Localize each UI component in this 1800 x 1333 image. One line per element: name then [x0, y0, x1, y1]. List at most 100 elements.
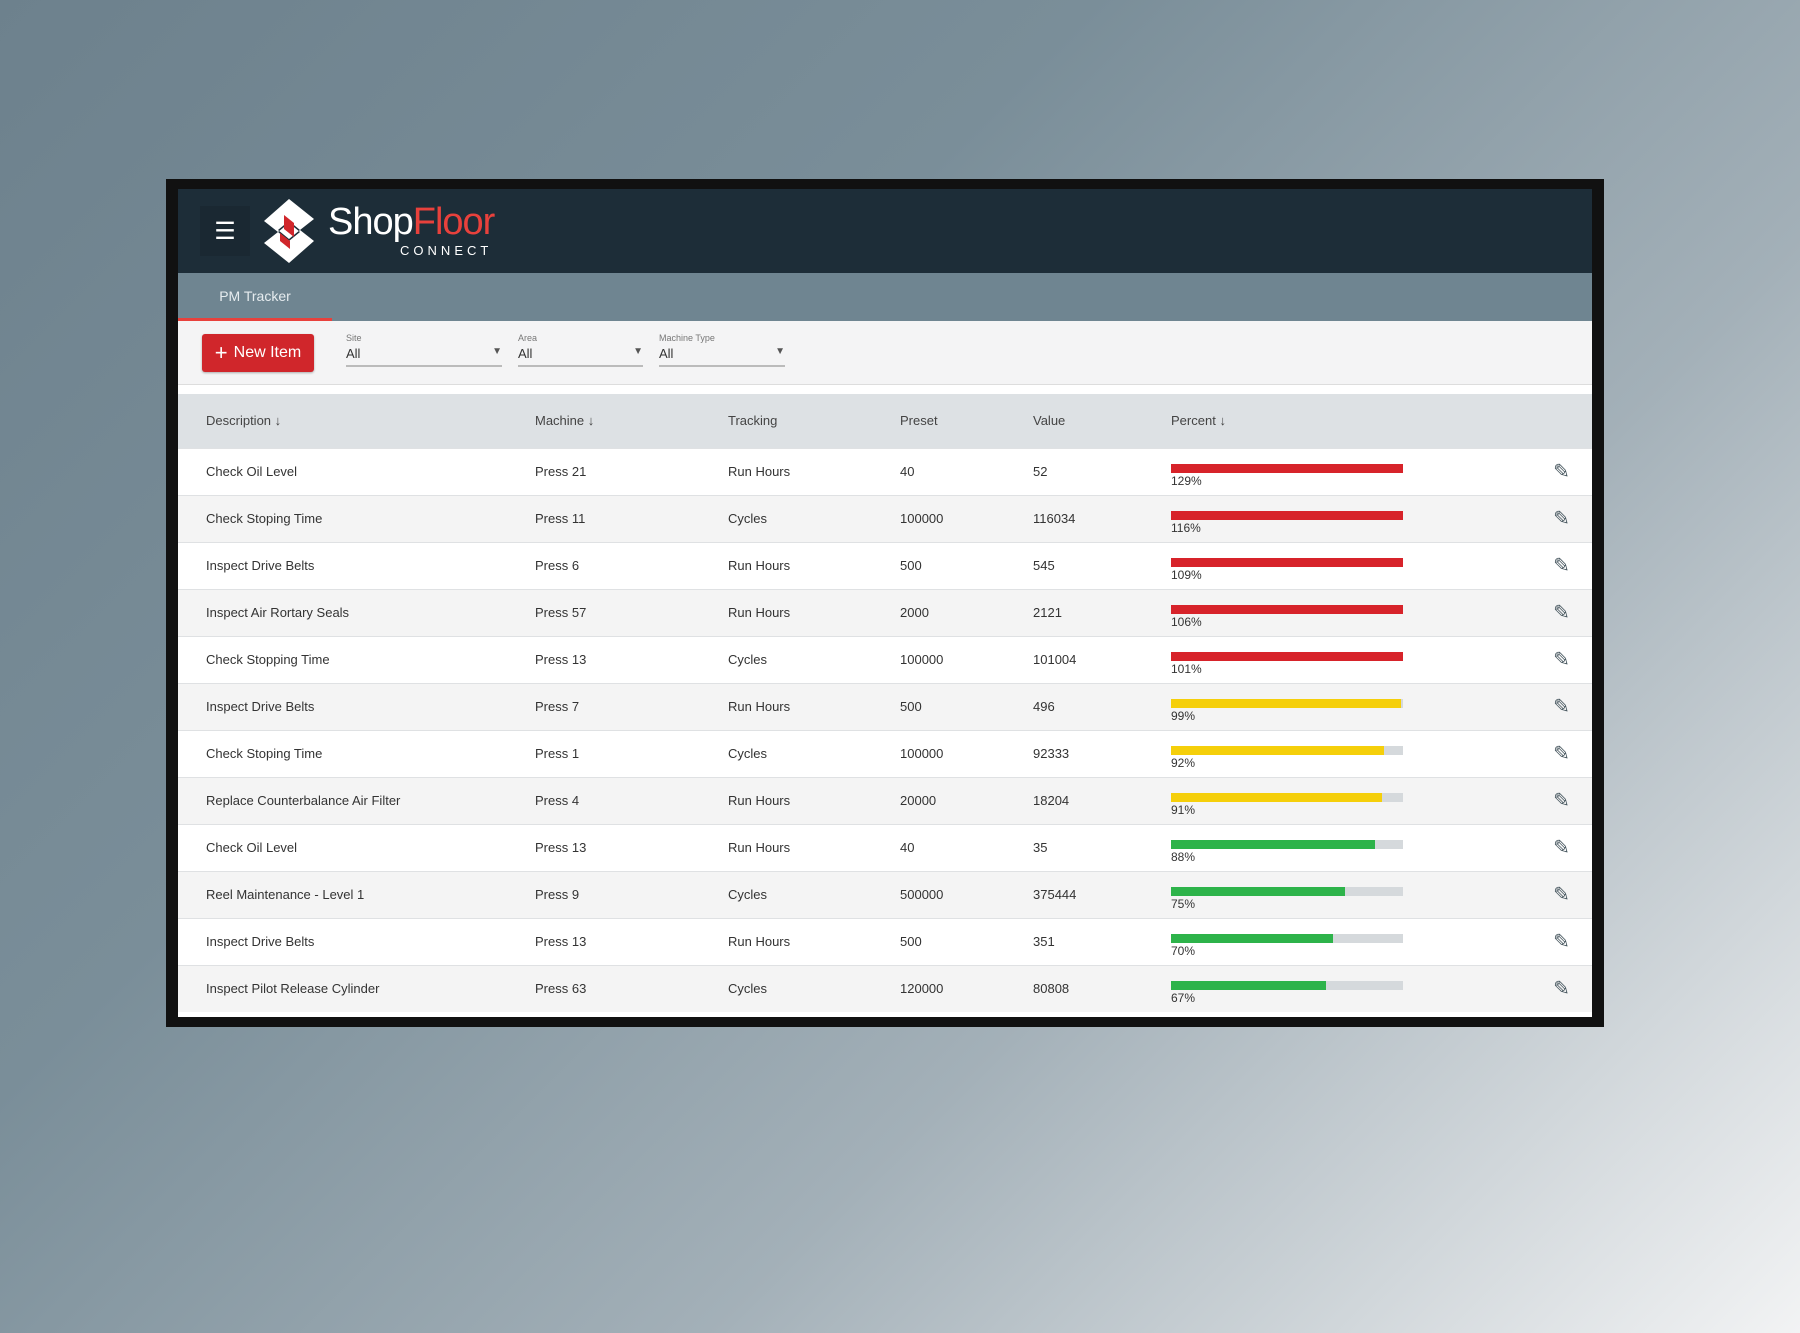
cell-percent: 70%: [1171, 918, 1531, 965]
table-row[interactable]: Check Stopping Time Press 13 Cycles 1000…: [178, 636, 1592, 683]
cell-value: 375444: [1033, 887, 1077, 902]
cell-percent: 116%: [1171, 495, 1531, 542]
col-description[interactable]: Description ↓: [206, 413, 282, 429]
plus-icon: +: [214, 339, 228, 365]
cell-description: Check Oil Level: [206, 840, 298, 855]
table-row[interactable]: Reel Maintenance - Level 1 Press 9 Cycle…: [178, 871, 1592, 918]
cell-description: Inspect Pilot Release Cylinder: [206, 981, 380, 997]
sort-arrow-icon: ↓: [587, 413, 595, 429]
edit-pencil-icon[interactable]: ✎: [1553, 743, 1570, 765]
edit-pencil-icon[interactable]: ✎: [1553, 461, 1570, 483]
table-row[interactable]: Check Oil Level Press 21 Run Hours 40 52…: [178, 448, 1592, 495]
cell-value: 35: [1033, 840, 1048, 855]
cell-description: Replace Counterbalance Air Filter: [206, 793, 401, 808]
cell-percent: 129%: [1171, 448, 1531, 495]
table-row[interactable]: Check Stoping Time Press 1 Cycles 100000…: [178, 730, 1592, 777]
cell-value: 2121: [1033, 605, 1062, 620]
cell-description: Check Oil Level: [206, 464, 298, 479]
cell-description: Inspect Drive Belts: [206, 699, 315, 714]
progress-fill: [1171, 886, 1345, 896]
cell-machine: Press 7: [535, 699, 580, 714]
chevron-down-icon: ▼: [633, 345, 643, 357]
progress-bar: [1171, 839, 1403, 849]
cell-description: Reel Maintenance - Level 1: [206, 887, 365, 902]
cell-tracking: Cycles: [728, 511, 768, 526]
cell-machine: Press 9: [535, 887, 580, 902]
cell-description: Check Stopping Time: [206, 652, 330, 667]
tab-bar: PM Tracker: [178, 273, 1592, 321]
cell-value: 496: [1033, 699, 1055, 714]
col-tracking[interactable]: Tracking: [728, 413, 778, 429]
col-machine[interactable]: Machine ↓: [535, 413, 595, 429]
progress-bar: [1171, 745, 1403, 755]
cell-tracking: Run Hours: [728, 605, 791, 620]
table-row[interactable]: Inspect Pilot Release Cylinder Press 63 …: [178, 965, 1592, 1012]
cell-tracking: Run Hours: [728, 934, 791, 949]
progress-bar: [1171, 557, 1403, 567]
progress-fill: [1171, 839, 1376, 849]
cell-value: 18204: [1033, 793, 1070, 808]
table-row[interactable]: Inspect Air Rortary Seals Press 57 Run H…: [178, 589, 1592, 636]
progress-fill: [1171, 792, 1383, 802]
edit-pencil-icon[interactable]: ✎: [1553, 931, 1570, 953]
cell-machine: Press 63: [535, 981, 587, 997]
cell-value: 92333: [1033, 746, 1070, 761]
cell-machine: Press 4: [535, 793, 580, 808]
table-row[interactable]: Inspect Drive Belts Press 7 Run Hours 50…: [178, 683, 1592, 730]
table-row[interactable]: Replace Counterbalance Air Filter Press …: [178, 777, 1592, 824]
cell-percent: 99%: [1171, 683, 1531, 730]
progress-bar: [1171, 463, 1403, 473]
edit-pencil-icon[interactable]: ✎: [1553, 696, 1570, 718]
cell-preset: 2000: [900, 605, 929, 620]
edit-pencil-icon[interactable]: ✎: [1553, 837, 1570, 859]
cell-percent: 91%: [1171, 777, 1531, 824]
chevron-down-icon: ▼: [492, 345, 502, 357]
table-row[interactable]: Inspect Drive Belts Press 6 Run Hours 50…: [178, 542, 1592, 589]
logo-mark-icon: [264, 199, 314, 263]
edit-pencil-icon[interactable]: ✎: [1553, 555, 1570, 577]
machine-type-filter[interactable]: Machine Type All ▼: [659, 333, 785, 373]
edit-pencil-icon[interactable]: ✎: [1553, 790, 1570, 812]
cell-description: Check Stoping Time: [206, 746, 323, 761]
progress-fill: [1171, 980, 1327, 990]
edit-pencil-icon[interactable]: ✎: [1553, 602, 1570, 624]
area-filter[interactable]: Area All ▼: [518, 333, 643, 373]
tab-pm-tracker[interactable]: PM Tracker: [178, 273, 332, 321]
cell-value: 101004: [1033, 652, 1077, 667]
progress-fill: [1171, 698, 1401, 708]
progress-bar: [1171, 933, 1403, 943]
cell-machine: Press 1: [535, 746, 580, 761]
site-filter[interactable]: Site All ▼: [346, 333, 502, 373]
edit-pencil-icon[interactable]: ✎: [1553, 978, 1570, 1001]
new-item-button[interactable]: + New Item: [202, 333, 314, 372]
edit-pencil-icon[interactable]: ✎: [1553, 649, 1570, 671]
edit-pencil-icon[interactable]: ✎: [1553, 508, 1570, 530]
edit-pencil-icon[interactable]: ✎: [1553, 884, 1570, 906]
cell-preset: 120000: [900, 981, 944, 997]
cell-preset: 100000: [900, 746, 944, 761]
progress-fill: [1171, 557, 1403, 567]
cell-preset: 500: [900, 558, 922, 573]
percent-label: 99%: [1171, 708, 1196, 723]
table-row[interactable]: Inspect Drive Belts Press 13 Run Hours 5…: [178, 918, 1592, 965]
hamburger-menu-icon[interactable]: ☰: [200, 206, 250, 256]
percent-label: 70%: [1171, 943, 1196, 958]
cell-preset: 40: [900, 840, 915, 855]
app-window: ☰ ShopFloor CONNECT PM Tracker + New Item…: [166, 179, 1604, 1027]
cell-preset: 500000: [900, 887, 944, 902]
col-preset[interactable]: Preset: [900, 413, 938, 429]
table-row[interactable]: Check Stoping Time Press 11 Cycles 10000…: [178, 495, 1592, 542]
table-row[interactable]: Check Oil Level Press 13 Run Hours 40 35…: [178, 824, 1592, 871]
col-percent[interactable]: Percent ↓: [1171, 413, 1226, 429]
cell-description: Inspect Air Rortary Seals: [206, 605, 350, 620]
percent-label: 75%: [1171, 896, 1196, 911]
cell-description: Check Stoping Time: [206, 511, 323, 526]
sort-arrow-icon: ↓: [274, 413, 282, 429]
cell-machine: Press 21: [535, 464, 587, 479]
percent-label: 88%: [1171, 849, 1196, 864]
percent-label: 91%: [1171, 802, 1196, 817]
cell-tracking: Run Hours: [728, 699, 791, 714]
cell-tracking: Cycles: [728, 887, 768, 902]
col-value[interactable]: Value: [1033, 413, 1066, 429]
cell-tracking: Cycles: [728, 981, 768, 997]
